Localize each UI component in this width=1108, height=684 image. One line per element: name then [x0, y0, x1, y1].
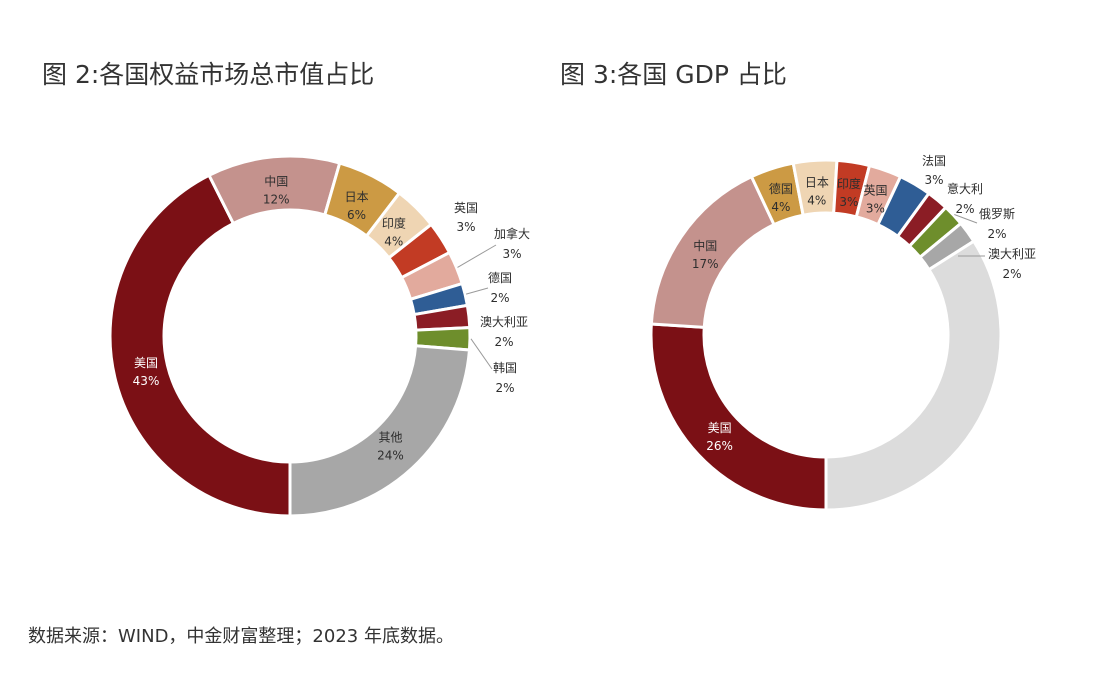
slice-value-label: 24% [377, 449, 404, 463]
slice-label: 日本 [805, 175, 829, 189]
donut-slice [649, 322, 828, 512]
slice-label: 韩国 [493, 360, 517, 375]
chart-1-title: 图 2:各国权益市场总市值占比 [42, 60, 375, 89]
slice-label: 美国 [134, 356, 158, 370]
leader-line [954, 214, 978, 224]
leader-line [457, 244, 497, 268]
donut-chart-1: 美国 43% 中国 12% 日本 6% 印度 4% 英国 3% 加拿大 3% 德国 2% 澳大利亚 2% 韩国 2… [108, 154, 530, 518]
slice-label: 英国 [454, 201, 478, 215]
slice-value-label: 4% [384, 235, 403, 249]
slice-label: 印度 [837, 176, 861, 191]
slice-label: 日本 [345, 190, 369, 204]
slice-value-label: 26% [706, 439, 733, 453]
slice-value-label: 12% [263, 193, 290, 207]
slice-label: 法国 [922, 154, 946, 168]
slice-label: 德国 [769, 181, 793, 196]
slice-value-label: 4% [771, 200, 790, 214]
slice-value-label: 6% [347, 208, 366, 222]
slice-value-label: 43% [133, 374, 160, 388]
slice-value-label: 3% [924, 173, 943, 187]
slice-label: 意大利 [947, 181, 983, 196]
donut-chart-2: 美国 26% 中国 17% 德国 4% 日本 4% 印度 3% 英国 3% 法国 3% 意大利 2% 俄罗斯 2%… [649, 154, 1036, 512]
slice-label: 中国 [693, 238, 717, 253]
slice-value-label: 3% [502, 247, 521, 261]
slice-label: 俄罗斯 [979, 207, 1015, 221]
donut-slice [288, 344, 472, 518]
leader-line [470, 338, 493, 370]
slice-label: 印度 [382, 216, 406, 231]
source-note: 数据来源：WIND，中金财富整理；2023 年底数据。 [28, 626, 454, 647]
leader-line [465, 287, 489, 295]
slice-value-label: 4% [807, 193, 826, 207]
slice-label: 其他 [378, 431, 402, 445]
slice-value-label: 3% [456, 220, 475, 234]
slice-value-label: 2% [494, 335, 513, 349]
donut-slice [108, 173, 292, 518]
slice-value-label: 2% [490, 291, 509, 305]
slice-label: 澳大利亚 [480, 315, 528, 329]
slice-value-label: 2% [987, 227, 1006, 241]
slice-value-label: 2% [955, 202, 974, 216]
slice-label: 美国 [708, 421, 732, 435]
slice-value-label: 3% [866, 202, 885, 216]
slice-value-label: 2% [495, 381, 514, 395]
slice-value-label: 3% [839, 195, 858, 209]
slice-label: 德国 [488, 270, 512, 285]
slice-value-label: 17% [692, 257, 719, 271]
slice-label: 加拿大 [494, 226, 530, 241]
donut-slice [824, 239, 1003, 512]
chart-2-title: 图 3:各国 GDP 占比 [560, 60, 787, 89]
slice-value-label: 2% [1002, 267, 1021, 281]
slice-label: 英国 [863, 184, 887, 198]
slice-label: 中国 [264, 174, 288, 189]
slice-label: 澳大利亚 [988, 247, 1036, 261]
donut-slice [207, 154, 342, 226]
